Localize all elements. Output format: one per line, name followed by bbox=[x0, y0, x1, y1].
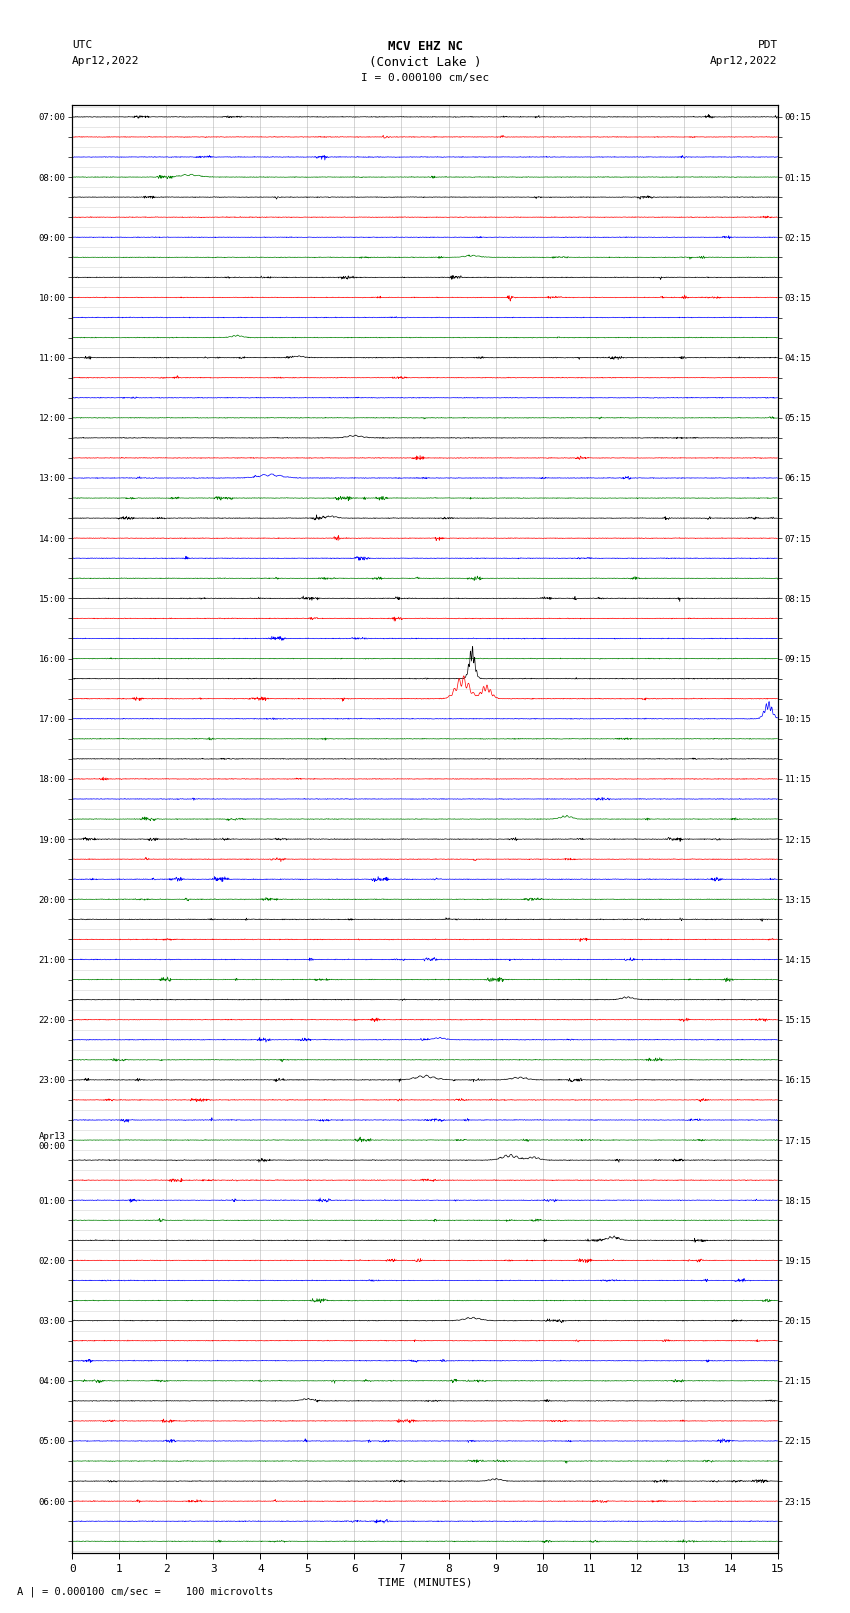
X-axis label: TIME (MINUTES): TIME (MINUTES) bbox=[377, 1578, 473, 1587]
Text: A | = 0.000100 cm/sec =    100 microvolts: A | = 0.000100 cm/sec = 100 microvolts bbox=[17, 1586, 273, 1597]
Text: Apr12,2022: Apr12,2022 bbox=[72, 56, 139, 66]
Text: I = 0.000100 cm/sec: I = 0.000100 cm/sec bbox=[361, 73, 489, 82]
Text: MCV EHZ NC: MCV EHZ NC bbox=[388, 40, 462, 53]
Text: UTC: UTC bbox=[72, 40, 93, 50]
Text: PDT: PDT bbox=[757, 40, 778, 50]
Text: (Convict Lake ): (Convict Lake ) bbox=[369, 56, 481, 69]
Text: Apr12,2022: Apr12,2022 bbox=[711, 56, 778, 66]
